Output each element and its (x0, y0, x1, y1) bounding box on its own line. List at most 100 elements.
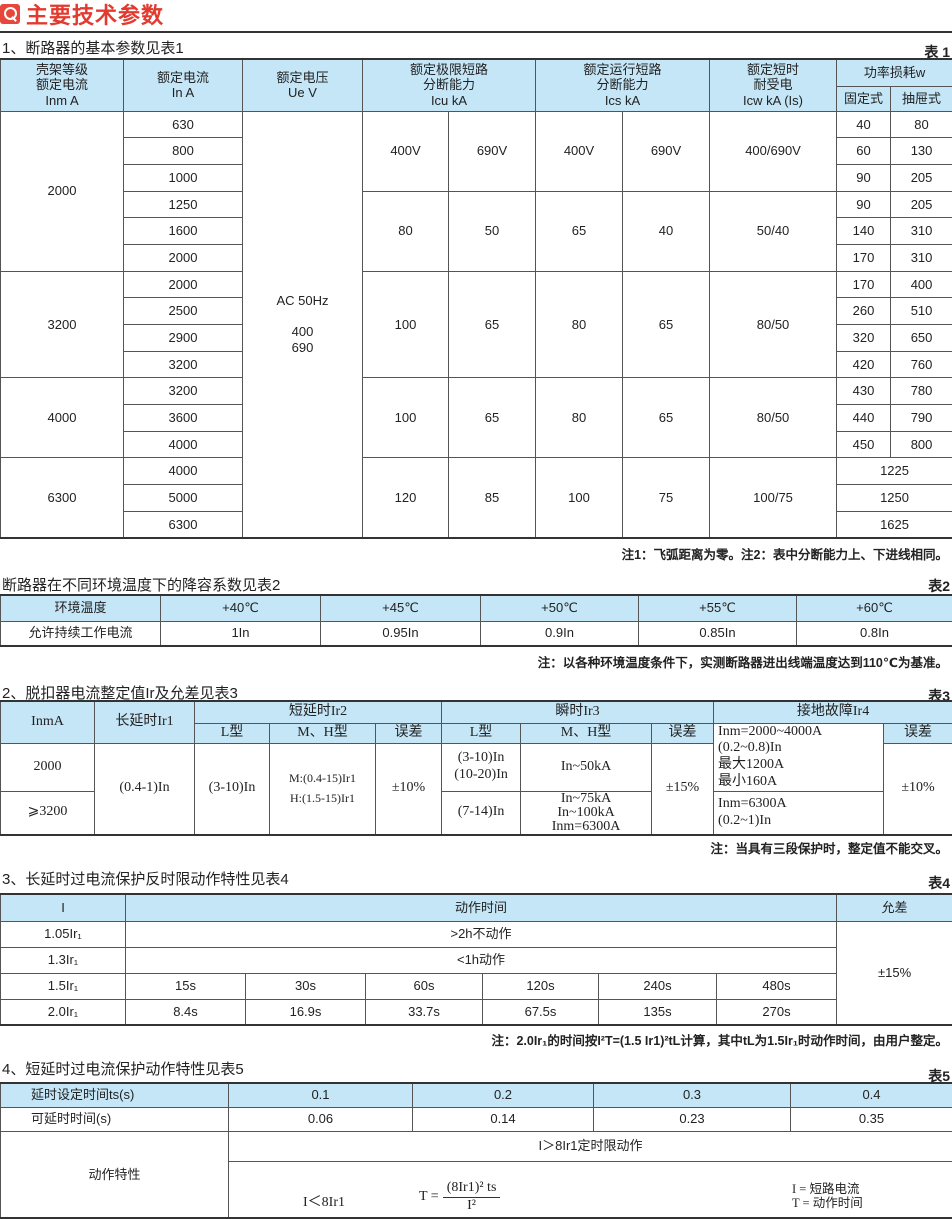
icu-cell: 690V (449, 111, 536, 191)
ts-cell: 0.1 (229, 1083, 413, 1107)
inm-cell: ⩾3200 (1, 791, 95, 835)
current-cell: 1.05Ir₁ (1, 921, 126, 947)
ir4-cell: Inm=2000~4000A (0.2~0.8)In 最大1200A 最小160… (714, 723, 884, 791)
time-cell: >2h不动作 (126, 921, 837, 947)
header-cell: 壳架等级 额定电流 Inm A (1, 59, 124, 111)
header-cell: 额定极限短路 分断能力 Icu kA (363, 59, 536, 111)
header-cell: 误差 (376, 723, 442, 743)
rating-cell: 5000 (124, 485, 243, 512)
header-cell: 额定运行短路 分断能力 Ics kA (536, 59, 710, 111)
rating-cell: 4000 (124, 431, 243, 458)
power-cell: 800 (891, 431, 952, 458)
ts-cell: 0.2 (413, 1083, 594, 1107)
current-cell: 1.3Ir₁ (1, 947, 126, 973)
ir3-err-cell: ±15% (652, 743, 714, 835)
ir3-l-cell: (7-14)In (442, 791, 521, 835)
rating-cell: 2000 (124, 244, 243, 271)
header-cell: 动作时间 (126, 894, 837, 921)
frame-cell: 4000 (1, 378, 124, 458)
rating-cell: 2900 (124, 325, 243, 352)
temp-cell: +40℃ (161, 595, 321, 621)
table2-heading: 断路器在不同环境温度下的降容系数见表2 (2, 574, 280, 595)
power-cell: 320 (837, 325, 891, 352)
temp-cell: +45℃ (321, 595, 481, 621)
power-cell: 650 (891, 325, 952, 352)
icu-cell: 400V (363, 111, 449, 191)
header-cell: 额定电压 Ue V (243, 59, 363, 111)
icu-cell: 50 (449, 191, 536, 271)
temp-cell: +50℃ (481, 595, 639, 621)
header-cell: 允差 (837, 894, 952, 921)
time-cell: 15s (126, 973, 246, 999)
title-divider (0, 31, 952, 33)
temp-cell: +55℃ (639, 595, 797, 621)
header-cell: 抽屉式 (891, 86, 952, 111)
power-cell: 510 (891, 298, 952, 325)
ics-cell: 80 (536, 378, 623, 458)
power-cell: 310 (891, 218, 952, 245)
header-cell: L型 (442, 723, 521, 743)
ir3-mh-cell: In~75kA In~100kA Inm=6300A (521, 791, 652, 835)
icu-cell: 100 (363, 271, 449, 378)
ir2-l-cell: (3-10)In (195, 743, 270, 835)
rating-cell: 6300 (124, 511, 243, 538)
header-cell: 接地故障Ir4 (714, 701, 952, 723)
power-cell: 400 (891, 271, 952, 298)
ir2-mh-cell: M:(0.4-15)Ir1 H:(1.5-15)Ir1 (270, 743, 376, 835)
rating-cell: 3200 (124, 351, 243, 378)
table2-note: 注：以各种环境温度条件下，实测断路器进出线端温度达到110℃为基准。 (538, 652, 948, 671)
power-cell: 90 (837, 164, 891, 191)
header-cell: I (1, 894, 126, 921)
table4-note: 注：2.0Ir₁的时间按I²T=(1.5 Ir1)²tL计算，其中tL为1.5I… (491, 1030, 948, 1049)
time-cell: <1h动作 (126, 947, 837, 973)
time-cell: 16.9s (246, 999, 366, 1025)
rating-cell: 3200 (124, 378, 243, 405)
ir4-cell: Inm=6300A (0.2~1)In (714, 791, 884, 835)
row-label: 动作特性 (1, 1131, 229, 1218)
header-cell: InmA (1, 701, 95, 743)
power-cell: 140 (837, 218, 891, 245)
ics-cell: 65 (623, 378, 710, 458)
icu-cell: 85 (449, 458, 536, 538)
power-cell: 1250 (837, 485, 952, 512)
ics-cell: 80 (536, 271, 623, 378)
inm-cell: 2000 (1, 743, 95, 791)
power-cell: 130 (891, 138, 952, 165)
power-cell: 450 (837, 431, 891, 458)
time-cell: 270s (717, 999, 837, 1025)
power-cell: 310 (891, 244, 952, 271)
ir2-err-cell: ±10% (376, 743, 442, 835)
table1-note: 注1：飞弧距离为零。注2：表中分断能力上、下进线相同。 (622, 544, 948, 563)
header-cell: 误差 (652, 723, 714, 743)
icw-cell: 100/75 (710, 458, 837, 538)
power-cell: 80 (891, 111, 952, 138)
power-cell: 1225 (837, 458, 952, 485)
power-cell: 420 (837, 351, 891, 378)
power-cell: 760 (891, 351, 952, 378)
time-cell: 30s (246, 973, 366, 999)
delay-cell: 0.06 (229, 1107, 413, 1131)
rating-cell: 1600 (124, 218, 243, 245)
power-cell: 780 (891, 378, 952, 405)
power-cell: 205 (891, 191, 952, 218)
search-icon (0, 4, 20, 24)
icw-cell: 80/50 (710, 378, 837, 458)
power-cell: 260 (837, 298, 891, 325)
current-cell: 0.8In (797, 621, 952, 646)
rating-cell: 4000 (124, 458, 243, 485)
current-cell: 2.0Ir₁ (1, 999, 126, 1025)
header-cell: 长延时Ir1 (95, 701, 195, 743)
header-cell: 短延时Ir2 (195, 701, 442, 723)
formula-legend: I = 短路电流 T = 动作时间 (792, 1183, 952, 1211)
icu-cell: 65 (449, 378, 536, 458)
time-cell: 240s (599, 973, 717, 999)
voltage-cell: AC 50Hz 400 690 (243, 111, 363, 538)
current-cell: 0.9In (481, 621, 639, 646)
rating-cell: 2500 (124, 298, 243, 325)
frame-cell: 2000 (1, 111, 124, 271)
time-cell: 120s (483, 973, 599, 999)
